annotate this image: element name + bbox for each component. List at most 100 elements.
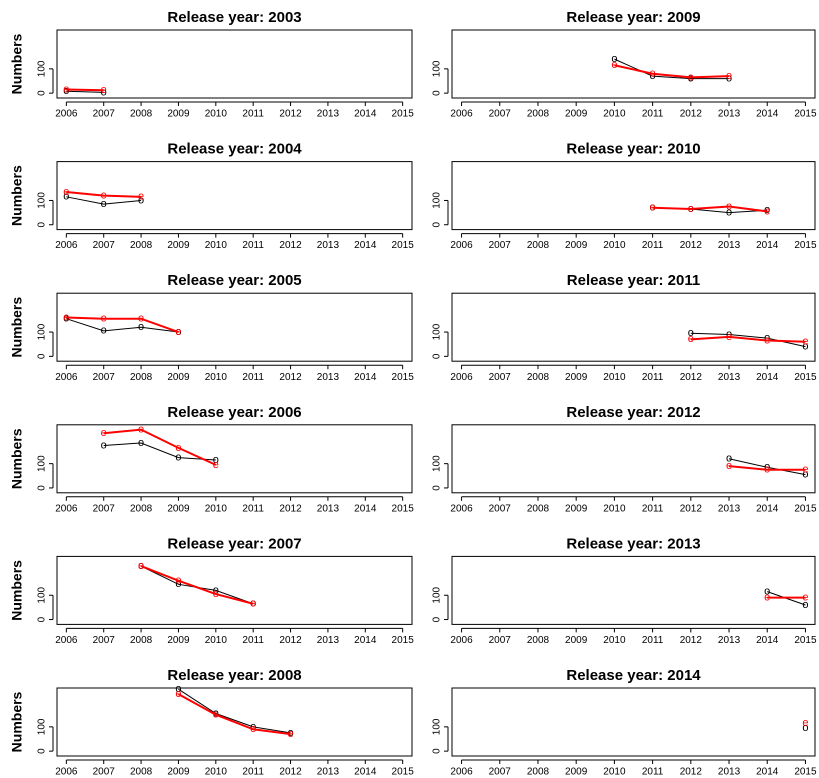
x-tick-label: 2008 [130,109,153,120]
panel: Release year: 2004 Numbers 2006 2007 2008 200… [9,141,415,252]
x-tick-label: 2010 [205,109,228,120]
point-marker: o [726,72,732,84]
x-tick-label: 2015 [392,372,415,383]
panel-title: Release year: 2012 [566,404,700,421]
x-tick-label: 2011 [642,372,664,383]
panel-title: Release year: 2007 [167,535,301,552]
x-tick-label: 2007 [93,109,116,120]
series-line [66,318,179,333]
panel: Release year: 2005 Numbers 2006 2007 2008 200… [9,272,415,383]
x-tick-label: 2010 [603,109,626,120]
panel-title: Release year: 2014 [566,667,701,684]
x-tick-label: 2013 [317,767,340,778]
plot-box [451,292,816,362]
x-tick-label: 2015 [392,240,415,251]
x-tick-label: 2013 [317,635,340,646]
point-marker: o [611,53,617,65]
point-marker: o [101,325,107,337]
x-tick-label: 2009 [167,503,190,514]
x-tick-label: 2012 [680,767,703,778]
y-tick-label: 0 [37,748,48,754]
x-tick-label: 2010 [205,767,228,778]
point-marker: o [175,683,181,695]
x-tick-label: 2008 [130,240,153,251]
x-tick-label: 2006 [55,240,78,251]
x-tick-label: 2011 [242,109,264,120]
x-tick-label: 2010 [603,635,626,646]
x-tick-label: 2015 [794,372,817,383]
point-marker: e [138,424,144,436]
y-axis-label: Numbers [9,165,25,226]
x-tick-label: 2010 [205,240,228,251]
x-tick-label: 2010 [205,372,228,383]
panel: Release year: 2011 2006 2007 2008 2009 2010 20… [432,272,817,383]
point-marker: o [101,86,107,98]
x-tick-label: 2011 [642,503,664,514]
x-tick-label: 2015 [794,240,817,251]
point-marker: e [726,200,732,212]
x-tick-label: 2014 [756,503,779,514]
point-marker: e [688,203,694,215]
panel: Release year: 2007 Numbers 2006 2007 2008 200… [9,535,415,646]
x-tick-label: 2009 [565,767,588,778]
x-tick-label: 2015 [392,503,415,514]
point-marker: o [802,468,808,480]
point-marker: e [138,313,144,325]
point-marker: e [138,560,144,572]
x-tick-label: 2012 [680,372,703,383]
point-marker: e [101,427,107,439]
point-marker: e [802,717,808,729]
point-marker: e [764,464,770,476]
point-marker: e [175,575,181,587]
point-marker: o [101,439,107,451]
x-tick-label: 2007 [489,372,512,383]
point-marker: o [213,454,219,466]
point-marker: o [650,70,656,82]
point-marker: e [101,84,107,96]
series-line [690,332,806,348]
x-tick-label: 2011 [242,240,264,251]
panel: Release year: 2006 Numbers 2006 2007 2008 200… [9,404,415,515]
point-marker: e [802,336,808,348]
point-marker: e [688,333,694,345]
point-marker: e [764,592,770,604]
point-marker: e [802,464,808,476]
x-tick-label: 2010 [603,240,626,251]
panel-title: Release year: 2005 [167,272,301,289]
panel: Release year: 2013 2006 2007 2008 2009 2010 20… [432,535,817,646]
x-tick-label: 2012 [680,109,703,120]
point-marker: e [611,59,617,71]
point-marker: o [726,207,732,219]
point-marker: o [63,191,69,203]
y-tick-label: 0 [37,222,48,228]
y-tick-label: 0 [37,90,48,96]
x-tick-label: 2013 [718,372,741,383]
point-marker: o [138,321,144,333]
x-tick-label: 2011 [642,109,664,120]
y-tick-label: 100 [432,192,443,209]
series-line [66,190,142,198]
x-tick-label: 2009 [167,372,190,383]
x-tick-label: 2009 [565,635,588,646]
point-marker: o [250,721,256,733]
x-tick-label: 2014 [756,240,779,251]
y-tick-label: 0 [432,748,443,754]
x-tick-label: 2009 [167,109,190,120]
point-marker: e [650,68,656,80]
point-marker: o [138,560,144,572]
x-tick-label: 2015 [392,635,415,646]
point-marker: o [138,437,144,449]
x-tick-label: 2006 [450,503,473,514]
panel-title: Release year: 2011 [567,272,700,289]
series-line [66,88,104,92]
y-tick-label: 100 [432,323,443,340]
x-tick-label: 2011 [642,635,664,646]
point-marker: e [213,588,219,600]
point-marker: e [688,71,694,83]
y-tick-label: 0 [432,222,443,228]
panel-title: Release year: 2013 [566,535,700,552]
point-marker: o [802,599,808,611]
point-marker: e [726,70,732,82]
point-marker: o [764,461,770,473]
